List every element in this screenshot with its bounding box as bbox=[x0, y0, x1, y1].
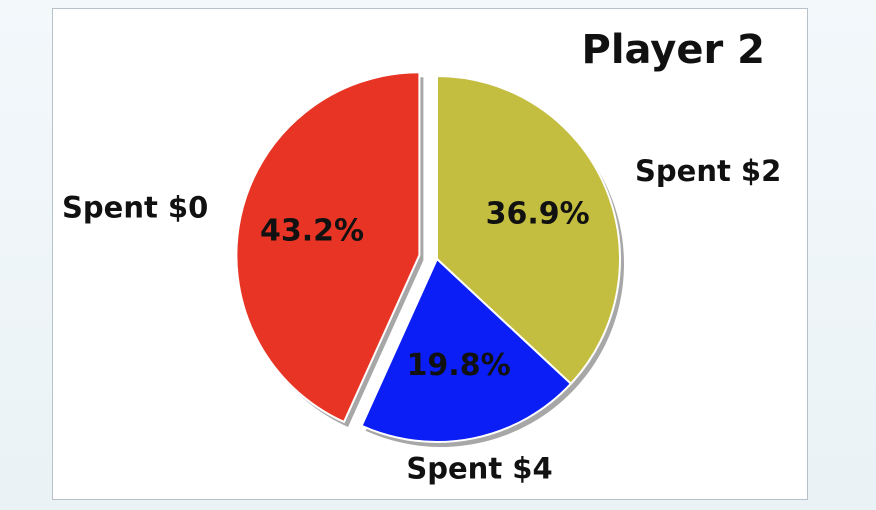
pie-slices bbox=[235, 71, 621, 443]
category-label-spent-0: Spent $0 bbox=[62, 191, 208, 225]
pie-slice-spent-4 bbox=[360, 257, 573, 443]
percent-label-spent-4: 19.8% bbox=[407, 348, 511, 383]
percent-labels: 36.9% 19.8% 43.2% bbox=[260, 197, 590, 383]
pie-chart: 36.9% 19.8% 43.2% Spent $2 Spent $4 Spent $0… bbox=[62, 27, 781, 486]
pie-slice-spent-2 bbox=[436, 74, 621, 386]
chart-title: Player 2 bbox=[582, 27, 765, 73]
category-label-spent-2: Spent $2 bbox=[635, 154, 781, 188]
percent-label-spent-0: 43.2% bbox=[260, 214, 364, 249]
category-labels: Spent $2 Spent $4 Spent $0 bbox=[62, 154, 781, 486]
chart-frame: 36.9% 19.8% 43.2% Spent $2 Spent $4 Spent $0… bbox=[52, 8, 808, 500]
category-label-spent-4: Spent $4 bbox=[406, 452, 552, 486]
percent-label-spent-2: 36.9% bbox=[486, 197, 590, 232]
pie-slice-spent-0 bbox=[235, 71, 421, 424]
